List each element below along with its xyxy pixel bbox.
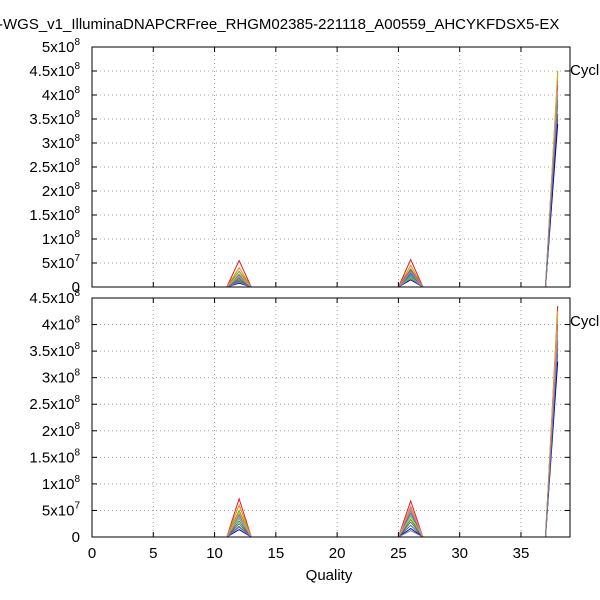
y-tick-label: 3.5x108 <box>29 109 80 128</box>
y-tick-label: 1.5x108 <box>29 447 80 466</box>
series-line <box>226 340 559 538</box>
y-tick-label: 2.5x108 <box>29 394 80 413</box>
series-line <box>226 353 559 538</box>
series-line <box>226 75 559 288</box>
x-tick-label: 30 <box>451 545 468 562</box>
series-line <box>226 114 559 288</box>
series-line <box>226 99 559 288</box>
top-panel: 0 5x107 1x108 1.5x108 2x108 2.5x108 3x108 3.5x1… <box>29 37 599 296</box>
x-tick-label: 15 <box>268 545 285 562</box>
y-tick-label: 4.5x108 <box>29 61 80 80</box>
series-line <box>226 118 559 288</box>
series-line <box>226 319 559 538</box>
y-tick-label: 2x108 <box>42 421 81 440</box>
x-tick-label: 35 <box>513 545 530 562</box>
x-axis-label: Quality <box>306 567 353 584</box>
y-tick-label: 4x108 <box>42 315 81 334</box>
legend-label: Cycl <box>570 313 599 330</box>
x-tick-label: 5 <box>149 545 157 562</box>
series-line <box>226 85 559 288</box>
y-tick-label: 4.5x108 <box>29 288 80 307</box>
series-line <box>226 90 559 288</box>
plot-frame <box>91 46 571 288</box>
series-line <box>226 343 559 538</box>
series-line <box>226 313 559 538</box>
y-tick-label: 2x108 <box>42 181 81 200</box>
y-tick-label: 0 <box>72 279 80 296</box>
y-tick-label: 1.5x108 <box>29 205 80 224</box>
y-tick-label: 1x108 <box>42 229 81 248</box>
series-line <box>226 329 559 538</box>
y-tick-label: 3x108 <box>42 368 81 387</box>
series-line <box>226 335 559 538</box>
chart-title: -WGS_v1_IlluminaDNAPCRFree_RHGM02385-221… <box>0 16 559 33</box>
plot-frame <box>91 297 571 538</box>
x-tick-label: 20 <box>329 545 346 562</box>
y-tick-label: 1x108 <box>42 474 81 493</box>
y-tick-label: 0 <box>72 529 80 546</box>
series-line <box>226 70 559 288</box>
series-line <box>226 73 559 288</box>
y-tick-label: 4x108 <box>42 85 81 104</box>
x-tick-label: 25 <box>390 545 407 562</box>
x-tick-label: 10 <box>206 545 223 562</box>
y-tick-label: 3.5x108 <box>29 341 80 360</box>
y-tick-label: 2.5x108 <box>29 157 80 176</box>
x-tick-label: 0 <box>88 545 96 562</box>
y-tick-label: 5x108 <box>42 37 81 56</box>
y-tick-label: 5x107 <box>42 500 81 519</box>
legend-label: Cycl <box>570 62 599 79</box>
series-line <box>226 104 559 288</box>
series-line <box>226 348 559 538</box>
y-tick-label: 3x108 <box>42 133 81 152</box>
series-line <box>226 80 559 288</box>
series-line <box>226 305 559 538</box>
y-tick-label: 5x107 <box>42 253 81 272</box>
bottom-panel: 0 5x107 1x108 1.5x108 2x108 2.5x108 3x108 3.5x1… <box>29 288 599 562</box>
series-line <box>226 311 559 538</box>
